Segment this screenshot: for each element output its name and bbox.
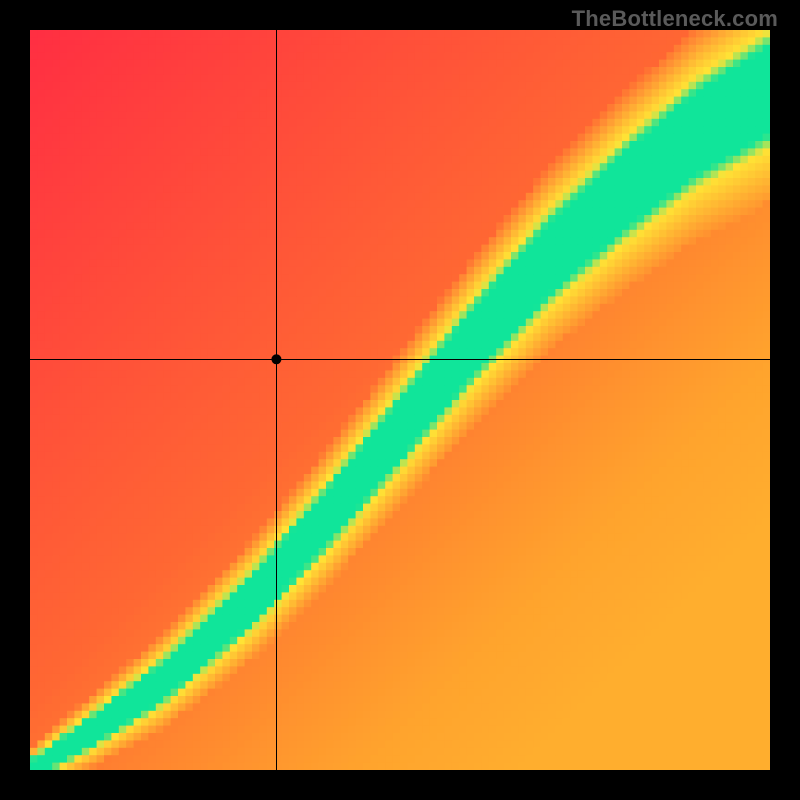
- heatmap-cells: [30, 30, 770, 770]
- crosshair-marker: [271, 354, 281, 364]
- bottleneck-heatmap: [30, 30, 770, 770]
- watermark-text: TheBottleneck.com: [572, 6, 778, 32]
- chart-outer-frame: TheBottleneck.com: [0, 0, 800, 800]
